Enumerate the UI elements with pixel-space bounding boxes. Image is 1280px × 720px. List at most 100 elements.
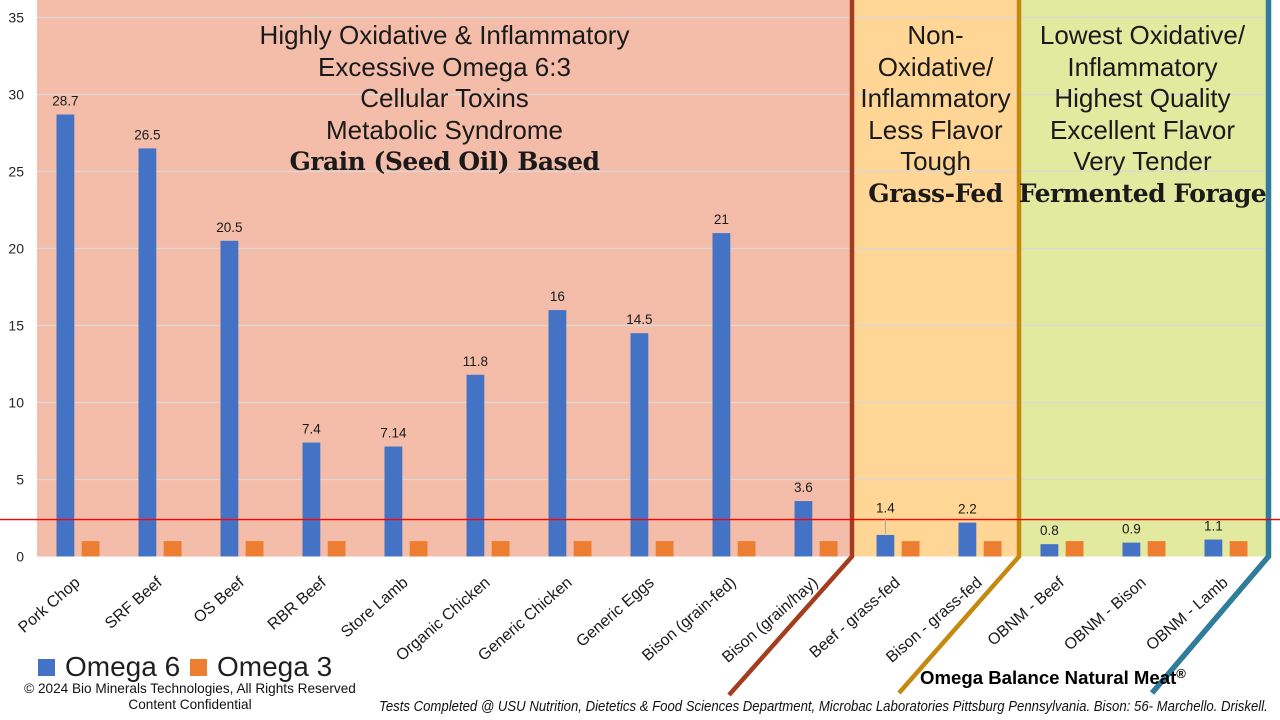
omega6-legend-label: Omega 6 bbox=[65, 651, 181, 682]
bar-omega6-8 bbox=[712, 233, 731, 557]
data-label-0: 28.7 bbox=[52, 94, 78, 109]
bar-omega6-1 bbox=[138, 148, 157, 557]
bar-omega3-12 bbox=[1065, 541, 1084, 557]
bar-omega6-5 bbox=[466, 374, 485, 557]
bar-omega6-6 bbox=[548, 310, 567, 557]
bar-omega6-7 bbox=[630, 333, 649, 557]
legend-item-omega6: Omega 6 bbox=[38, 651, 180, 683]
bar-omega3-3 bbox=[327, 541, 346, 557]
omega6-swatch bbox=[38, 658, 55, 676]
region-2-line-1: Inflammatory bbox=[1067, 51, 1218, 82]
y-tick-label-15: 15 bbox=[8, 318, 24, 334]
x-axis-label-7: Generic Eggs bbox=[573, 574, 657, 650]
bar-omega3-4 bbox=[409, 541, 428, 557]
region-divider-0 bbox=[727, 0, 855, 697]
legend-item-omega3: Omega 3 bbox=[190, 651, 332, 683]
data-label-3: 7.4 bbox=[302, 422, 321, 437]
bar-omega6-9 bbox=[794, 501, 813, 557]
region-divider-1 bbox=[897, 0, 1022, 695]
data-label-14: 1.1 bbox=[1204, 519, 1223, 534]
omega3-legend-label: Omega 3 bbox=[217, 651, 333, 682]
region-background-1 bbox=[852, 0, 1019, 557]
bar-omega3-7 bbox=[655, 541, 674, 557]
region-divider-2 bbox=[1149, 0, 1272, 695]
bar-omega3-14 bbox=[1229, 541, 1248, 557]
region-2-line-0: Lowest Oxidative/ bbox=[1039, 20, 1246, 50]
data-label-9: 3.6 bbox=[794, 480, 813, 495]
bar-omega3-6 bbox=[573, 541, 592, 557]
bar-omega3-5 bbox=[491, 541, 510, 557]
x-axis-label-4: Store Lamb bbox=[338, 574, 412, 641]
bar-omega3-10 bbox=[901, 541, 920, 557]
y-tick-label-10: 10 bbox=[8, 395, 24, 411]
data-label-13: 0.9 bbox=[1122, 522, 1141, 537]
data-label-7: 14.5 bbox=[626, 312, 652, 327]
data-label-11: 2.2 bbox=[958, 502, 977, 517]
data-label-8: 21 bbox=[714, 212, 729, 227]
region-1-line-3: Less Flavor bbox=[868, 114, 1003, 145]
bar-omega6-13 bbox=[1122, 542, 1141, 557]
bar-omega6-4 bbox=[384, 446, 403, 557]
region-0-line-3: Metabolic Syndrome bbox=[326, 114, 563, 145]
x-axis-label-12: OBNM - Beef bbox=[985, 574, 1068, 650]
region-label-grain-based: Highly Oxidative & Inflammatory Excessive… bbox=[145, 20, 745, 178]
brand-label: Omega Balance Natural Meat® bbox=[920, 666, 1186, 688]
y-tick-label-25: 25 bbox=[8, 164, 24, 180]
data-label-4: 7.14 bbox=[380, 426, 407, 441]
data-label-6: 16 bbox=[550, 289, 565, 304]
y-tick-label-30: 30 bbox=[8, 87, 24, 103]
bar-omega6-3 bbox=[302, 442, 321, 557]
bar-omega6-10 bbox=[876, 534, 895, 557]
bar-omega3-9 bbox=[819, 541, 838, 557]
y-tick-label-20: 20 bbox=[8, 241, 24, 257]
region-label-fermented-forage: Lowest Oxidative/Inflammatory Highest Qua… bbox=[843, 20, 1280, 210]
bar-omega3-1 bbox=[163, 541, 182, 557]
region-label-grass-fed: Non- Oxidative/Inflammatory Less Flavor Tou… bbox=[636, 20, 1236, 210]
bar-omega3-2 bbox=[245, 541, 264, 557]
x-axis-label-1: SRF Beef bbox=[102, 574, 166, 633]
copyright-line1: © 2024 Bio Minerals Technologies, All Ri… bbox=[24, 681, 356, 696]
registered-mark: ® bbox=[1176, 666, 1186, 681]
omega3-swatch bbox=[190, 658, 207, 676]
bar-omega6-11 bbox=[958, 522, 977, 557]
region-0-line-1: Excessive Omega 6:3 bbox=[318, 51, 571, 82]
data-label-1: 26.5 bbox=[134, 127, 160, 142]
data-label-12: 0.8 bbox=[1040, 523, 1059, 538]
region-2-line-4: Very Tender bbox=[1073, 146, 1212, 177]
region-2-line-2: Highest Quality bbox=[1054, 83, 1231, 114]
y-tick-label-0: 0 bbox=[16, 549, 24, 565]
tests-note: Tests Completed @ USU Nutrition, Dieteti… bbox=[379, 698, 1268, 715]
data-label-2: 20.5 bbox=[216, 220, 242, 235]
y-tick-label-5: 5 bbox=[16, 472, 24, 488]
bar-omega6-0 bbox=[56, 114, 75, 557]
copyright-block: © 2024 Bio Minerals Technologies, All Ri… bbox=[18, 681, 362, 713]
x-axis-label-2: OS Beef bbox=[191, 574, 248, 627]
region-2-line-3: Excellent Flavor bbox=[1050, 114, 1235, 145]
region-background-2 bbox=[1019, 0, 1266, 557]
bar-omega6-14 bbox=[1204, 539, 1223, 557]
region-1-line-0: Non- bbox=[907, 20, 964, 50]
region-1-line-1: Oxidative/ bbox=[877, 51, 994, 82]
region-0-bold-label: Grain (Seed Oil) Based bbox=[289, 147, 600, 177]
region-1-line-4: Tough bbox=[900, 146, 971, 177]
bar-omega3-11 bbox=[983, 541, 1002, 557]
region-0-line-2: Cellular Toxins bbox=[360, 83, 529, 114]
region-1-line-2: Inflammatory bbox=[860, 83, 1011, 114]
region-0-line-0: Highly Oxidative & Inflammatory bbox=[259, 20, 630, 50]
x-axis-label-0: Pork Chop bbox=[15, 574, 83, 636]
bar-omega3-8 bbox=[737, 541, 756, 557]
bar-omega6-12 bbox=[1040, 544, 1059, 557]
bar-omega6-2 bbox=[220, 240, 239, 557]
x-axis-label-3: RBR Beef bbox=[265, 574, 330, 634]
bar-omega3-13 bbox=[1147, 541, 1166, 557]
y-tick-label-35: 35 bbox=[8, 10, 24, 26]
bar-omega3-0 bbox=[81, 541, 100, 557]
region-2-bold-label: Fermented Forage bbox=[1018, 178, 1267, 208]
copyright-line2: Content Confidential bbox=[128, 696, 252, 712]
region-1-bold-label: Grass-Fed bbox=[868, 178, 1003, 208]
data-label-10: 1.4 bbox=[876, 501, 895, 516]
data-label-5: 11.8 bbox=[463, 354, 488, 369]
x-axis-label-13: OBNM - Bison bbox=[1061, 574, 1149, 654]
